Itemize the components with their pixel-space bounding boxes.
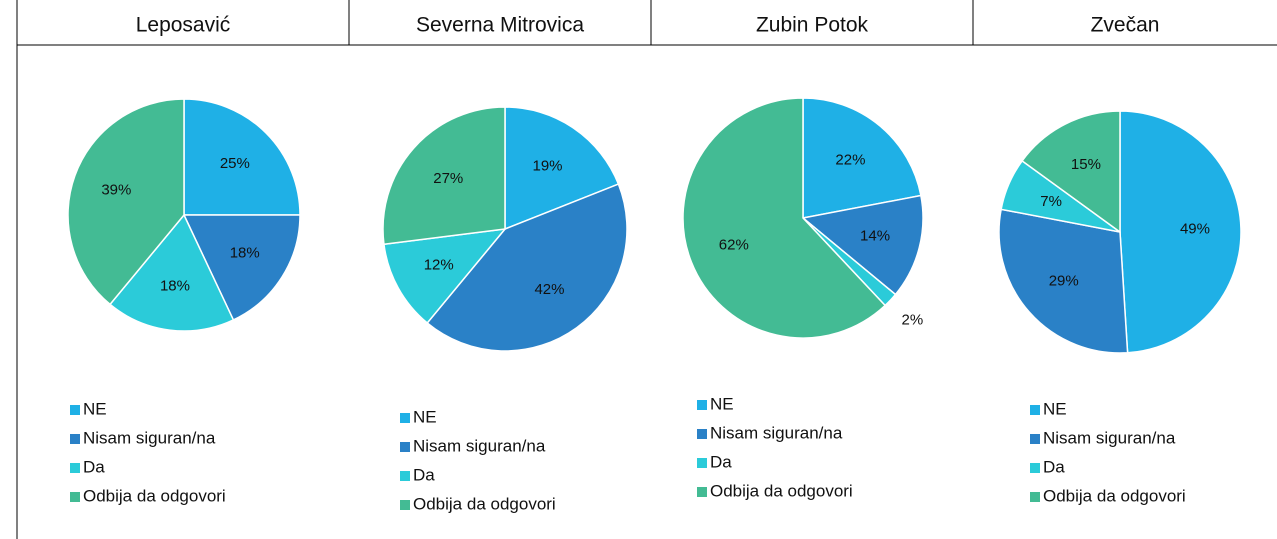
legend-swatch	[400, 500, 410, 510]
pie-slice	[682, 97, 887, 339]
pie-slice	[426, 183, 628, 352]
legend-label: Odbija da odgovori	[413, 494, 556, 513]
legend-label: Nisam siguran/na	[83, 428, 216, 447]
legend-label: Odbija da odgovori	[710, 481, 853, 500]
legend-swatch	[400, 442, 410, 452]
data-label: 7%	[1040, 193, 1062, 210]
pie-slice	[1119, 110, 1242, 354]
data-label: 25%	[220, 155, 250, 172]
column-header: Severna Mitrovica	[416, 14, 584, 37]
data-label: 27%	[433, 170, 463, 187]
pie-slice	[802, 97, 922, 219]
legend-swatch	[697, 458, 707, 468]
legend-swatch	[70, 434, 80, 444]
column-header: Leposavić	[136, 14, 231, 37]
legend-swatch	[70, 463, 80, 473]
pie-slice	[383, 228, 507, 325]
legend-label: NE	[1043, 399, 1067, 418]
legend-swatch	[70, 492, 80, 502]
data-label: 62%	[719, 236, 749, 253]
legend-swatch	[697, 487, 707, 497]
legend-label: Odbija da odgovori	[1043, 486, 1186, 505]
legend-label: Nisam siguran/na	[1043, 428, 1176, 447]
pie-slice	[183, 98, 301, 216]
pie-slice	[1021, 110, 1121, 234]
pie-slice	[504, 106, 620, 231]
legend-swatch	[70, 405, 80, 415]
legend-label: Nisam siguran/na	[413, 436, 546, 455]
data-label: 42%	[534, 281, 564, 298]
legend-label: Da	[83, 457, 105, 476]
column-header: Zubin Potok	[756, 14, 869, 37]
legend-swatch	[400, 471, 410, 481]
data-label: 19%	[533, 157, 563, 174]
pie-slice	[67, 98, 185, 306]
legend-label: Nisam siguran/na	[710, 423, 843, 442]
pie-slice	[109, 213, 235, 332]
column-header: Zvečan	[1091, 14, 1160, 37]
legend-swatch	[1030, 434, 1040, 444]
pie-slice	[182, 214, 301, 321]
data-label: 14%	[860, 227, 890, 244]
data-label: 15%	[1071, 156, 1101, 173]
data-label: 2%	[902, 312, 924, 329]
pie-slice	[801, 194, 924, 296]
legend-label: NE	[710, 394, 734, 413]
data-label: 18%	[160, 277, 190, 294]
legend-label: NE	[413, 407, 437, 426]
data-label: 29%	[1049, 273, 1079, 290]
data-label: 18%	[230, 245, 260, 262]
legend-swatch	[400, 413, 410, 423]
legend-swatch	[1030, 405, 1040, 415]
data-label: 49%	[1180, 221, 1210, 238]
pie-slice	[382, 106, 506, 246]
legend-label: Odbija da odgovori	[83, 486, 226, 505]
data-label: 12%	[424, 256, 454, 273]
data-label: 39%	[101, 182, 131, 199]
legend-label: Da	[1043, 457, 1065, 476]
legend-swatch	[697, 400, 707, 410]
legend-label: Da	[413, 465, 435, 484]
legend-swatch	[1030, 463, 1040, 473]
legend-label: NE	[83, 399, 107, 418]
legend-swatch	[697, 429, 707, 439]
legend-swatch	[1030, 492, 1040, 502]
legend-label: Da	[710, 452, 732, 471]
pie-slice	[998, 208, 1129, 354]
data-label: 22%	[835, 152, 865, 169]
